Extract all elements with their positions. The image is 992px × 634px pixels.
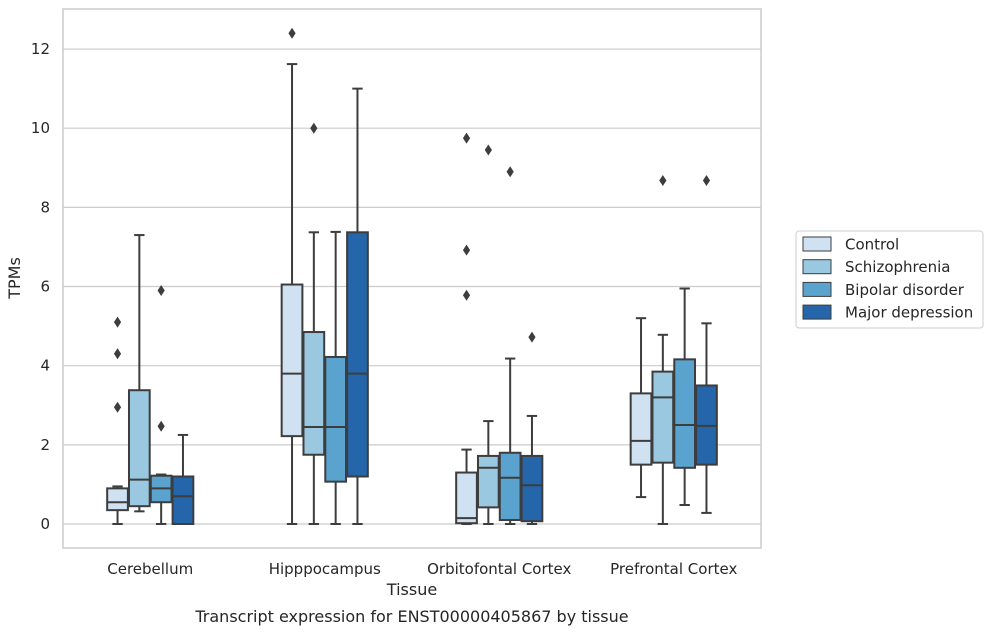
box (455, 471, 478, 525)
legend-label: Schizophrenia (845, 258, 950, 276)
outlier-point (702, 174, 711, 186)
box (106, 487, 129, 512)
box (171, 475, 195, 525)
box (498, 451, 522, 522)
y-tick-label: 6 (40, 278, 50, 296)
plot-background (63, 9, 761, 548)
outlier-point (484, 144, 492, 156)
x-tick-label: Orbitofontal Cortex (427, 560, 571, 578)
box (673, 358, 697, 469)
y-tick-label: 10 (31, 119, 50, 137)
outlier-point (462, 132, 471, 144)
x-tick-label: Prefrontal Cortex (610, 560, 737, 578)
legend-swatch (802, 304, 832, 320)
legend-label: Control (845, 236, 899, 254)
box (520, 454, 544, 523)
box (346, 231, 369, 478)
box (651, 370, 675, 464)
box (476, 454, 500, 509)
box-group (324, 230, 348, 525)
box-group (629, 317, 653, 499)
box-group (171, 433, 195, 525)
box (127, 389, 151, 508)
outlier-point (288, 27, 296, 39)
outlier-point (506, 166, 514, 178)
box-group (651, 174, 675, 525)
legend: Control Schizophrenia Bipolar disorder Majo… (795, 230, 984, 329)
box-group (476, 144, 500, 525)
box-group (149, 284, 173, 525)
box-group (673, 287, 697, 507)
y-tick-labels: 0 2 4 6 8 10 12 (31, 40, 50, 533)
outlier-point (528, 331, 536, 343)
box-group (695, 174, 718, 514)
box-group (498, 166, 522, 525)
legend-label: Major depression (845, 304, 973, 322)
x-axis-title: Tissue (386, 580, 437, 599)
legend-swatch (802, 259, 832, 275)
box-group (106, 316, 129, 525)
box-layer (106, 27, 718, 525)
box-group (127, 234, 151, 513)
box (280, 283, 304, 438)
legend-swatch (802, 281, 832, 297)
y-tick-label: 4 (40, 357, 50, 375)
y-tick-label: 8 (40, 198, 50, 216)
box-group (280, 27, 304, 525)
box-group (520, 331, 544, 525)
y-tick-label: 12 (31, 40, 50, 58)
y-tick-label: 0 (40, 515, 50, 533)
x-tick-label: Cerebellum (107, 560, 193, 578)
gridlines (63, 48, 761, 525)
outlier-point (659, 174, 667, 186)
y-axis-title: TPMs (5, 257, 24, 300)
box-group (346, 87, 369, 525)
x-tick-label: Hipppocampus (269, 560, 381, 578)
box (629, 392, 653, 466)
legend-label: Bipolar disorder (845, 281, 965, 299)
legend-frame (795, 230, 984, 329)
chart-caption: Transcript expression for ENST0000040586… (194, 607, 628, 626)
outlier-point (113, 348, 122, 360)
outlier-point (157, 420, 165, 432)
y-tick-label: 2 (40, 436, 50, 454)
box (324, 355, 348, 483)
outlier-point (157, 284, 165, 296)
outlier-point (310, 122, 318, 134)
legend-swatch (802, 236, 832, 252)
box-group (302, 122, 326, 525)
outlier-point (113, 401, 122, 413)
box (302, 331, 326, 456)
outlier-point (462, 289, 471, 301)
x-tick-labels: Cerebellum Hipppocampus Orbitofontal Corte… (107, 560, 737, 578)
box-group (455, 132, 478, 525)
plot-frame (62, 8, 762, 549)
outlier-point (462, 244, 471, 256)
outlier-point (113, 316, 122, 328)
